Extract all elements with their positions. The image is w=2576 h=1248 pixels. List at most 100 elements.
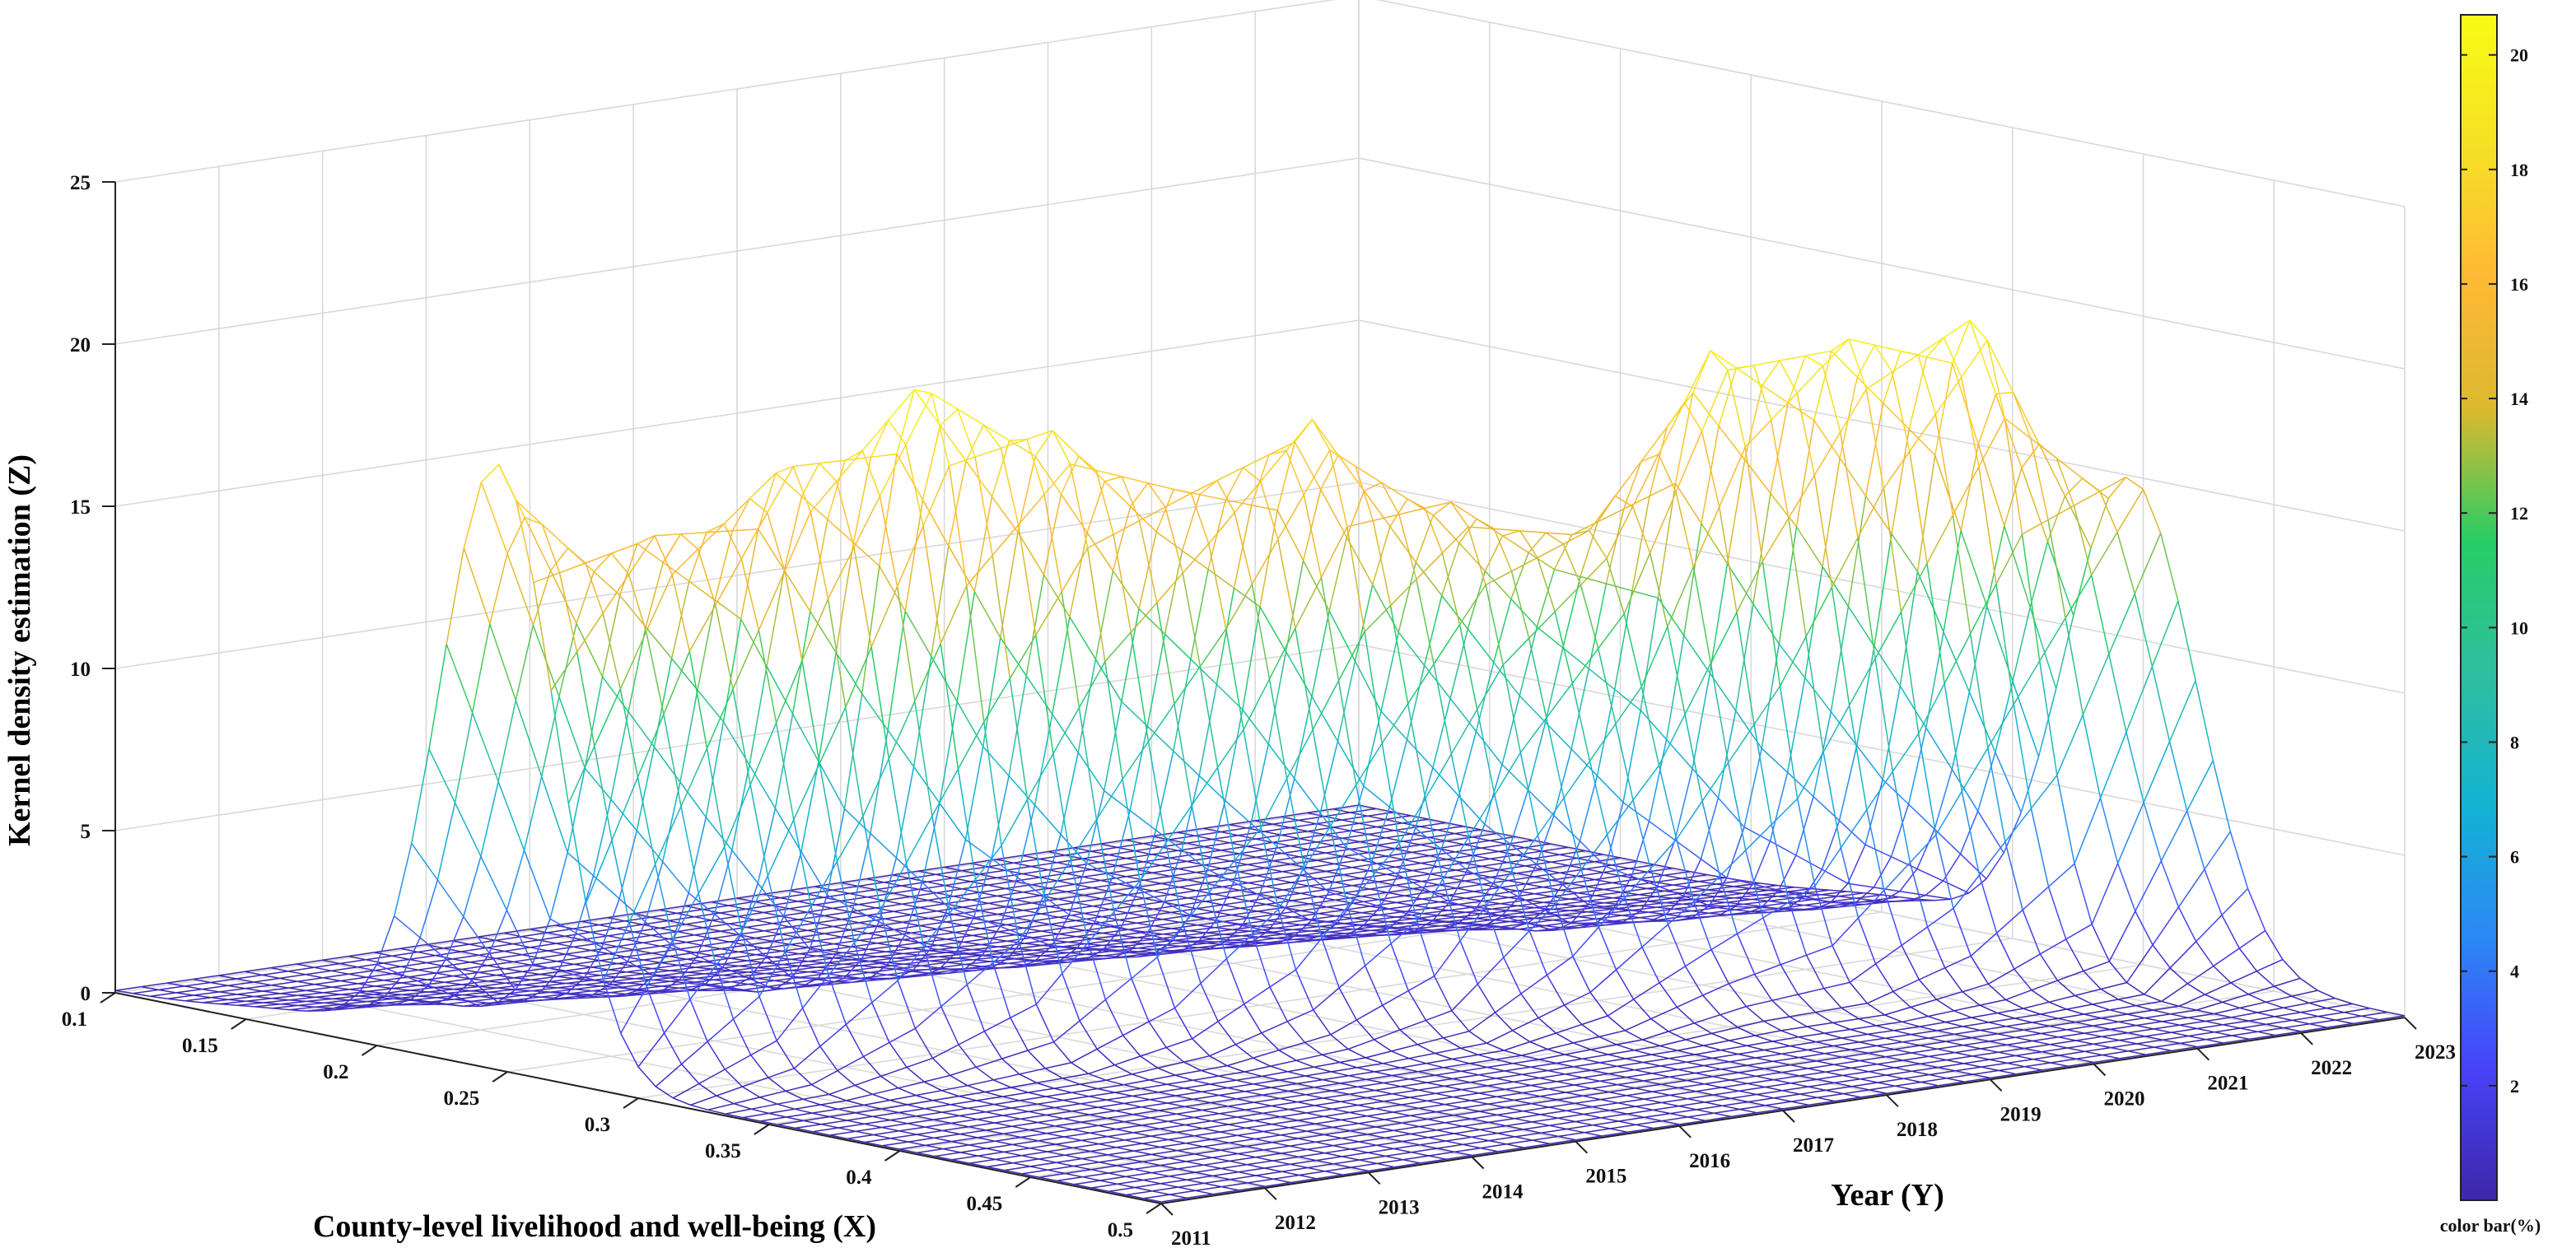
- surface-mesh-line: [1077, 752, 1105, 791]
- surface-mesh-line: [1667, 901, 1695, 925]
- surface-mesh-line: [1417, 1067, 1444, 1073]
- surface-mesh-line: [1822, 752, 1842, 849]
- surface-mesh-line: [1477, 1054, 1496, 1060]
- surface-mesh-line: [1772, 1056, 1799, 1063]
- surface-mesh-line: [996, 895, 1015, 901]
- surface-mesh-line: [1070, 859, 1090, 943]
- surface-mesh-line: [2186, 760, 2214, 812]
- surface-mesh-line: [1608, 1087, 1636, 1093]
- surface-mesh-line: [870, 729, 889, 834]
- surface-mesh-line: [1728, 983, 1747, 1008]
- surface-mesh-line: [1842, 1074, 1860, 1080]
- surface-mesh-line: [1633, 999, 1652, 1020]
- surface-mesh-line: [1959, 811, 1979, 855]
- surface-mesh-line: [1341, 1119, 1359, 1125]
- surface-mesh-line: [2387, 1011, 2406, 1017]
- grid-layer: [114, 0, 2406, 1204]
- surface-mesh-line: [1083, 876, 1101, 882]
- surface-mesh-line: [1377, 863, 1396, 868]
- surface-mesh-line: [1090, 846, 1118, 852]
- surface-mesh-line: [1315, 1141, 1333, 1147]
- surface-mesh-line: [2240, 1023, 2266, 1029]
- surface-mesh-line: [1061, 547, 1089, 593]
- surface-mesh-line: [2099, 476, 2126, 492]
- surface-mesh-line: [791, 958, 809, 962]
- surface-mesh-line: [1659, 1039, 1687, 1047]
- surface-mesh-line: [1037, 1103, 1055, 1109]
- surface-mesh-line: [1307, 1144, 1333, 1151]
- surface-mesh-line: [1350, 1148, 1369, 1153]
- surface-mesh-line: [1309, 919, 1328, 923]
- surface-mesh-line: [824, 929, 852, 935]
- surface-mesh-line: [1078, 455, 1097, 471]
- surface-mesh-line: [1860, 1074, 1887, 1080]
- surface-mesh-line: [1531, 1102, 1549, 1108]
- surface-mesh-line: [1855, 897, 1874, 901]
- surface-mesh-line: [435, 972, 454, 977]
- surface-mesh-line: [1439, 884, 1457, 889]
- surface-mesh-line: [1869, 1089, 1887, 1094]
- surface-mesh-line: [1248, 917, 1267, 922]
- surface-mesh-line: [1203, 823, 1230, 830]
- surface-mesh-line: [958, 1031, 985, 1045]
- surface-mesh-line: [1049, 924, 1068, 929]
- surface-mesh-line: [1560, 872, 1578, 878]
- surface-mesh-line: [1789, 1016, 1808, 1027]
- surface-mesh-line: [1601, 1131, 1628, 1137]
- surface-mesh-line: [1799, 1089, 1827, 1095]
- surface-mesh-line: [1748, 1101, 1766, 1106]
- surface-mesh-line: [2239, 1007, 2258, 1013]
- surface-mesh-line: [1509, 906, 1536, 912]
- surface-mesh-line: [1562, 543, 1582, 585]
- surface-mesh-line: [1052, 617, 1071, 715]
- surface-mesh-line: [2168, 741, 2188, 812]
- surface-mesh-line: [1764, 1068, 1782, 1073]
- surface-mesh-line: [1701, 762, 1729, 802]
- surface-mesh-line: [661, 982, 688, 987]
- surface-mesh-line: [1695, 1069, 1722, 1074]
- surface-mesh-line: [1884, 1014, 1902, 1022]
- surface-mesh-line: [1539, 1077, 1557, 1083]
- surface-mesh-line: [774, 977, 793, 990]
- surface-mesh-line: [2177, 600, 2196, 681]
- surface-mesh-line: [1542, 868, 1561, 874]
- surface-mesh-line: [2090, 498, 2109, 548]
- surface-mesh-line: [1085, 957, 1113, 960]
- surface-mesh-line: [2205, 1017, 2232, 1022]
- surface-mesh-line: [2005, 999, 2024, 1009]
- surface-mesh-line: [1010, 1017, 1029, 1051]
- surface-mesh-line: [1300, 888, 1327, 894]
- surface-mesh-line: [1584, 1128, 1611, 1134]
- surface-mesh-line: [1687, 1075, 1713, 1082]
- surface-mesh-line: [1769, 900, 1787, 904]
- surface-mesh-line: [1212, 856, 1231, 862]
- surface-mesh-line: [1304, 1075, 1323, 1081]
- surface-mesh-line: [850, 929, 869, 934]
- surface-mesh-line: [1409, 1092, 1436, 1098]
- surface-mesh-line: [1082, 854, 1109, 859]
- surface-mesh-line: [1029, 1106, 1055, 1113]
- surface-mesh-line: [1351, 885, 1370, 890]
- surface-mesh-line: [2049, 1021, 2076, 1027]
- surface-mesh-line: [2152, 944, 2171, 969]
- surface-mesh-line: [1962, 1044, 1981, 1050]
- surface-mesh-line: [1822, 868, 1849, 884]
- surface-mesh-line: [2040, 1013, 2059, 1019]
- surface-mesh-line: [1644, 1094, 1670, 1100]
- surface-mesh-line: [1496, 1110, 1524, 1116]
- surface-mesh-line: [1603, 854, 1621, 859]
- surface-mesh-line: [1337, 680, 1357, 785]
- surface-mesh-line: [1789, 885, 1816, 903]
- surface-mesh-line: [1398, 873, 1425, 889]
- surface-mesh-line: [732, 528, 758, 532]
- surface-mesh-line: [2126, 981, 2145, 995]
- surface-mesh-line: [478, 932, 505, 938]
- surface-mesh-line: [2082, 654, 2110, 715]
- surface-mesh-line: [1316, 1156, 1342, 1162]
- surface-mesh-line: [1359, 1137, 1385, 1143]
- surface-mesh-line: [1093, 938, 1112, 942]
- surface-mesh-line: [1563, 1004, 1583, 1026]
- surface-mesh-line: [1504, 1041, 1531, 1051]
- surface-mesh-line: [1147, 703, 1175, 743]
- surface-mesh-line: [1174, 704, 1192, 806]
